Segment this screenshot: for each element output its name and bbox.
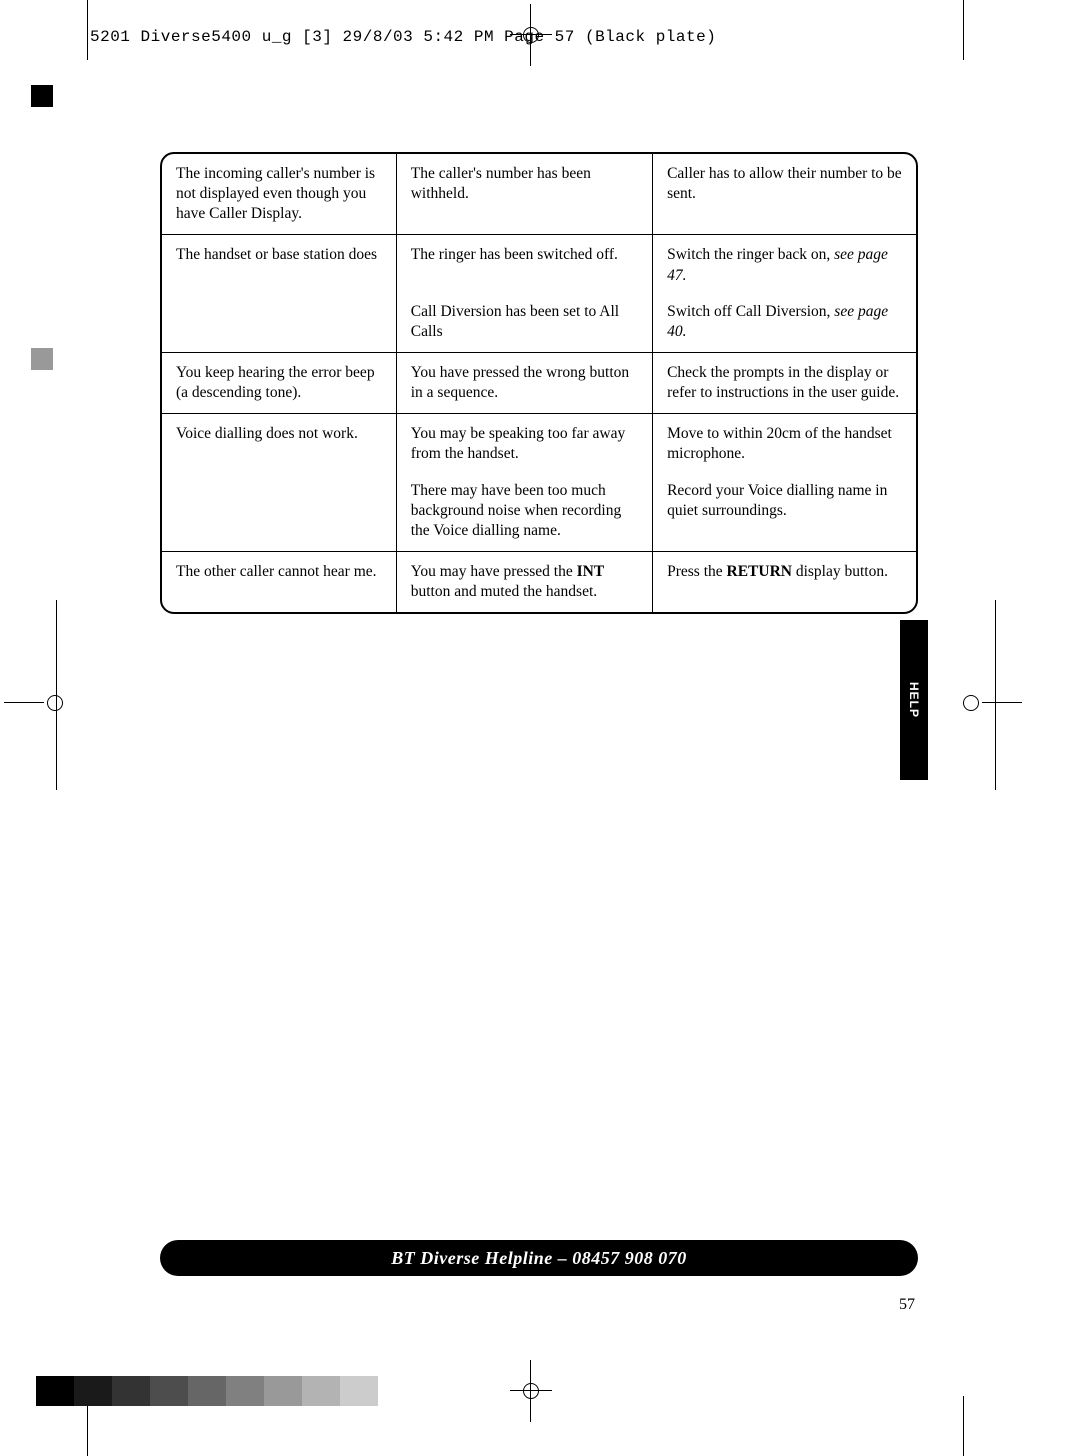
solution-cell: Record your Voice dialling name in quiet… — [652, 475, 916, 551]
help-side-tab: HELP — [900, 620, 928, 780]
table-row: Voice dialling does not work.You may be … — [162, 413, 916, 474]
symptom-cell — [162, 296, 396, 352]
crop-mark — [87, 0, 88, 60]
symptom-cell: You keep hearing the error beep (a desce… — [162, 352, 396, 413]
cause-cell: The ringer has been switched off. — [396, 234, 652, 295]
cause-cell: The caller's number has been withheld. — [396, 154, 652, 234]
swatch — [264, 1376, 302, 1406]
symptom-cell: The other caller cannot hear me. — [162, 551, 396, 612]
swatch — [302, 1376, 340, 1406]
registration-mark — [520, 24, 542, 46]
crop-mark — [995, 600, 996, 790]
swatch — [112, 1376, 150, 1406]
table-row: You keep hearing the error beep (a desce… — [162, 352, 916, 413]
symptom-cell: Voice dialling does not work. — [162, 413, 396, 474]
cause-cell: There may have been too much background … — [396, 475, 652, 551]
table-row: The other caller cannot hear me.You may … — [162, 551, 916, 612]
registration-mark — [960, 692, 982, 714]
symptom-cell: The incoming caller's number is not disp… — [162, 154, 396, 234]
swatch — [226, 1376, 264, 1406]
table-row: The incoming caller's number is not disp… — [162, 154, 916, 234]
solution-cell: Switch off Call Diversion, see page 40. — [652, 296, 916, 352]
crop-mark — [963, 1396, 964, 1456]
cause-cell: You may be speaking too far away from th… — [396, 413, 652, 474]
solution-cell: Check the prompts in the display or refe… — [652, 352, 916, 413]
registration-mark — [520, 1380, 542, 1402]
solution-cell: Caller has to allow their number to be s… — [652, 154, 916, 234]
registration-mark — [44, 692, 66, 714]
page-number: 57 — [899, 1296, 915, 1314]
symptom-cell — [162, 475, 396, 551]
printer-mark-gray-square — [31, 348, 53, 370]
swatch — [36, 1376, 74, 1406]
cause-cell: Call Diversion has been set to All Calls — [396, 296, 652, 352]
swatch — [188, 1376, 226, 1406]
troubleshooting-table: The incoming caller's number is not disp… — [160, 152, 918, 614]
cause-cell: You may have pressed the INT button and … — [396, 551, 652, 612]
solution-cell: Switch the ringer back on, see page 47. — [652, 234, 916, 295]
print-slug: 5201 Diverse5400 u_g [3] 29/8/03 5:42 PM… — [90, 28, 716, 46]
table-row: There may have been too much background … — [162, 475, 916, 551]
crop-mark — [963, 0, 964, 60]
table-row: The handset or base station doesThe ring… — [162, 234, 916, 295]
solution-cell: Move to within 20cm of the handset micro… — [652, 413, 916, 474]
crop-mark — [56, 600, 57, 790]
swatch — [340, 1376, 378, 1406]
swatch — [74, 1376, 112, 1406]
cause-cell: You have pressed the wrong button in a s… — [396, 352, 652, 413]
swatch — [150, 1376, 188, 1406]
grayscale-swatches — [36, 1376, 378, 1406]
footer-helpline-bar: BT Diverse Helpline – 08457 908 070 — [160, 1240, 918, 1276]
solution-cell: Press the RETURN display button. — [652, 551, 916, 612]
symptom-cell: The handset or base station does — [162, 234, 396, 295]
printer-mark-square — [31, 85, 53, 107]
page-content: The incoming caller's number is not disp… — [160, 152, 918, 614]
table-row: Call Diversion has been set to All Calls… — [162, 296, 916, 352]
